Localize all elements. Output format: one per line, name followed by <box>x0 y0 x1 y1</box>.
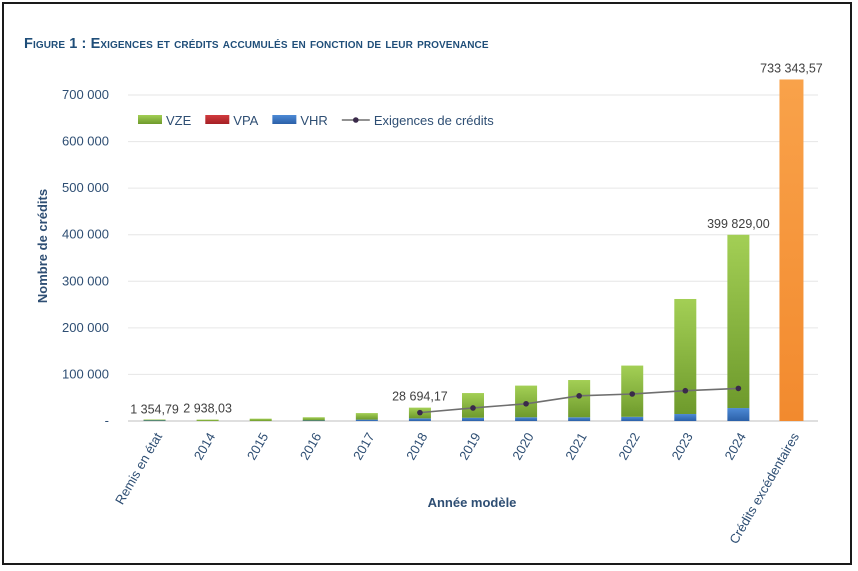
y-tick-label: 500 000 <box>62 180 109 195</box>
x-tick-label: 2022 <box>615 430 642 463</box>
data-label: 1 354,79 <box>130 402 179 416</box>
legend-swatch <box>138 115 162 124</box>
bar-cr-dits-exc-dentaires <box>779 79 804 421</box>
x-tick-label: 2018 <box>403 430 430 463</box>
x-tick-label: Remis en état <box>112 430 165 507</box>
bar-vze <box>355 413 378 420</box>
x-tick-label: 2014 <box>191 430 218 463</box>
exigences-point <box>576 393 582 399</box>
bar-vhr <box>355 419 378 421</box>
legend-swatch <box>205 115 230 124</box>
x-tick-label: 2023 <box>668 430 695 463</box>
bar-vze <box>143 419 166 421</box>
exigences-point <box>682 387 689 394</box>
data-label: 2 938,03 <box>183 402 232 416</box>
bar-vhr <box>462 417 484 421</box>
y-tick-label: 300 000 <box>62 273 109 288</box>
data-label: 28 694,17 <box>392 390 448 404</box>
legend-label: VZE <box>166 113 192 128</box>
legend-label: Exigences de crédits <box>374 113 494 128</box>
data-label: 733 343,57 <box>760 61 823 75</box>
legend-label: VHR <box>300 113 327 128</box>
y-tick-label: - <box>105 413 109 428</box>
x-tick-label: 2015 <box>244 430 271 463</box>
exigences-point <box>735 385 742 392</box>
chart-title: Figure 1 : Exigences et crédits accumulé… <box>24 36 489 52</box>
legend-point-swatch <box>353 117 359 123</box>
x-tick-label: 2021 <box>562 430 589 463</box>
y-tick-label: 100 000 <box>62 366 109 381</box>
bar-vhr <box>408 418 431 421</box>
y-tick-label: 200 000 <box>62 320 109 335</box>
figure-frame <box>2 2 852 565</box>
bar-vze <box>196 419 219 421</box>
bar-vze <box>727 234 750 409</box>
bar-vhr <box>568 417 591 421</box>
x-tick-label: 2020 <box>509 430 536 463</box>
x-tick-label: 2017 <box>350 430 377 463</box>
exigences-point <box>470 405 476 411</box>
y-tick-label: 600 000 <box>62 134 109 149</box>
bar-vhr <box>727 408 750 421</box>
bar-vhr <box>515 417 538 421</box>
bar-vze <box>302 417 325 421</box>
x-tick-label: 2019 <box>456 430 483 463</box>
exigences-point <box>629 391 636 397</box>
y-axis-title: Nombre de crédits <box>35 189 50 303</box>
bar-vhr <box>621 416 644 421</box>
exigences-point <box>417 409 423 416</box>
bar-vhr <box>674 414 697 421</box>
y-tick-label: 700 000 <box>62 87 109 102</box>
legend-label: VPA <box>233 113 258 128</box>
x-tick-label: 2024 <box>722 430 749 463</box>
x-tick-label: 2016 <box>297 430 324 463</box>
y-tick-label: 400 000 <box>62 227 109 242</box>
bar-vze <box>249 418 272 421</box>
legend-swatch <box>272 115 297 124</box>
data-label: 399 829,00 <box>707 217 770 231</box>
x-axis-title: Année modèle <box>428 495 517 510</box>
bar-vze <box>674 298 697 415</box>
exigences-point <box>523 400 529 407</box>
